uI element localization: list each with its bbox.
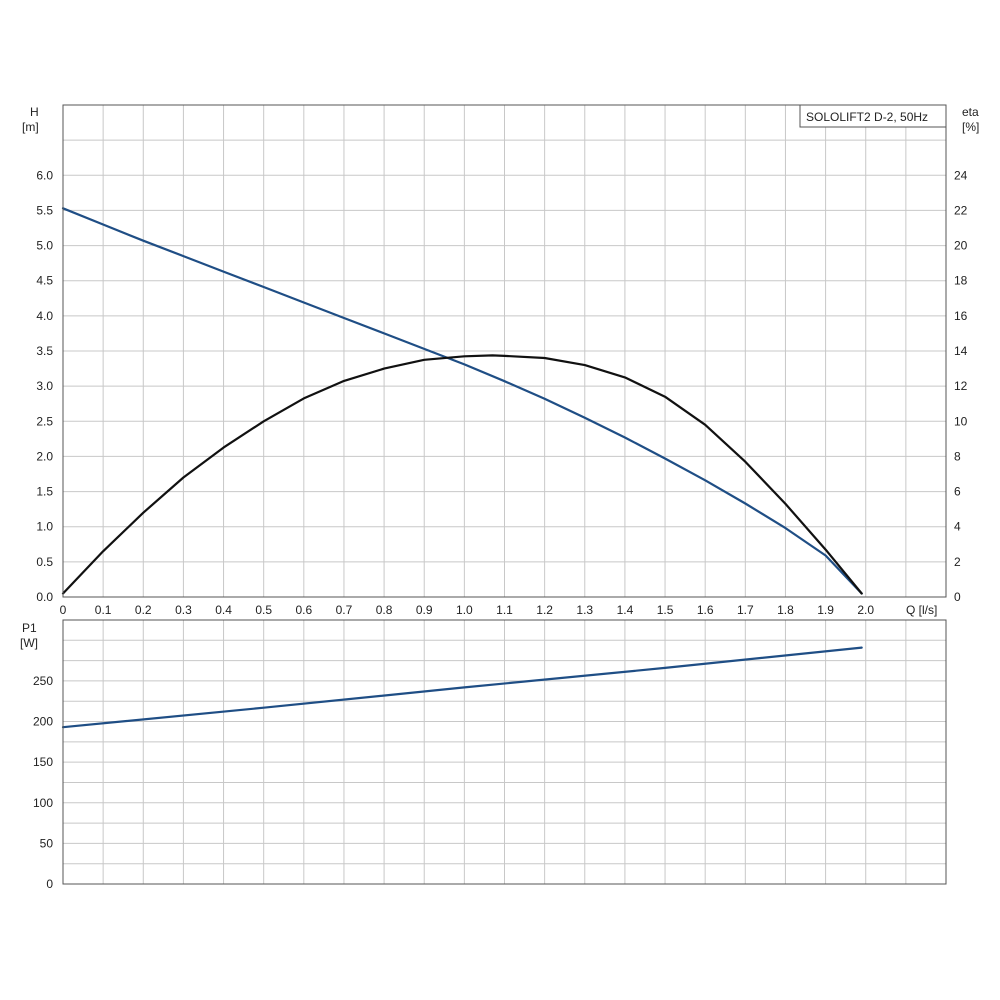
efficiency-curve — [61, 354, 863, 595]
x-tick-label: 1.2 — [536, 603, 553, 617]
y-right-tick-label: 22 — [954, 203, 968, 217]
x-tick-label: 1.6 — [697, 603, 714, 617]
x-tick-label: 0.1 — [95, 603, 112, 617]
x-tick-label: 1.4 — [617, 603, 634, 617]
y-right-tick-label: 6 — [954, 485, 961, 499]
x-axis-label: Q [l/s] — [906, 603, 937, 617]
lower-curves — [61, 646, 863, 729]
lower-plot-frame — [62, 619, 947, 885]
y-right-tick-label: 24 — [954, 168, 968, 182]
x-tick-label: 0.6 — [295, 603, 312, 617]
p1-tick-label: 150 — [33, 755, 53, 769]
y-left-tick-label: 6.0 — [36, 168, 53, 182]
x-tick-label: 0.5 — [255, 603, 272, 617]
p1-axis-label: P1 — [22, 621, 37, 635]
y-right-tick-label: 20 — [954, 239, 968, 253]
x-tick-label: 1.0 — [456, 603, 473, 617]
y-left-tick-label: 2.5 — [36, 414, 53, 428]
y-right-tick-label: 2 — [954, 555, 961, 569]
x-tick-label: 2.0 — [857, 603, 874, 617]
x-tick-label: 0 — [60, 603, 67, 617]
upper-grid — [63, 105, 946, 597]
y-right-tick-label: 16 — [954, 309, 968, 323]
x-tick-label: 1.8 — [777, 603, 794, 617]
y-right-tick-label: 8 — [954, 449, 961, 463]
head-curve — [61, 207, 863, 595]
p1-tick-label: 100 — [33, 796, 53, 810]
y-right-tick-label: 0 — [954, 590, 961, 604]
x-tick-label: 1.9 — [817, 603, 834, 617]
y-right-label: eta — [962, 105, 979, 119]
x-tick-label: 1.5 — [657, 603, 674, 617]
upper-tick-labels: 0 0.1 0.2 0.3 0.4 0.5 0.6 0.7 0.8 0.9 1.0 1.1 1.2 1.3… — [36, 168, 967, 617]
y-left-tick-label: 3.0 — [36, 379, 53, 393]
y-left-tick-label: 2.0 — [36, 449, 53, 463]
y-right-tick-label: 18 — [954, 274, 968, 288]
y-left-tick-label: 1.5 — [36, 485, 53, 499]
y-left-tick-label: 5.0 — [36, 239, 53, 253]
y-right-tick-label: 12 — [954, 379, 968, 393]
x-tick-label: 1.1 — [496, 603, 513, 617]
p1-axis-unit: [W] — [20, 636, 38, 650]
y-left-unit: [m] — [22, 120, 39, 134]
x-tick-label: 0.7 — [336, 603, 353, 617]
x-tick-label: 1.7 — [737, 603, 754, 617]
y-right-tick-label: 4 — [954, 520, 961, 534]
lower-tick-labels: 0 50 100 150 200 250 — [33, 674, 53, 891]
y-right-unit: [%] — [962, 120, 979, 134]
y-right-tick-label: 10 — [954, 414, 968, 428]
x-tick-label: 0.2 — [135, 603, 152, 617]
y-left-tick-label: 0.5 — [36, 555, 53, 569]
y-left-tick-label: 5.5 — [36, 203, 53, 217]
x-tick-label: 0.4 — [215, 603, 232, 617]
p1-tick-label: 0 — [46, 877, 53, 891]
lower-grid — [63, 620, 946, 884]
y-right-tick-label: 14 — [954, 344, 968, 358]
x-tick-label: 0.3 — [175, 603, 192, 617]
power-curve — [61, 646, 863, 729]
p1-tick-label: 50 — [40, 836, 54, 850]
y-left-tick-label: 3.5 — [36, 344, 53, 358]
y-left-tick-label: 4.0 — [36, 309, 53, 323]
y-left-tick-label: 1.0 — [36, 520, 53, 534]
y-left-label: H — [30, 105, 39, 119]
upper-curves — [61, 207, 863, 595]
chart-title: SOLOLIFT2 D-2, 50Hz — [806, 110, 928, 124]
title-box-frame — [799, 104, 947, 128]
x-tick-label: 1.3 — [576, 603, 593, 617]
p1-tick-label: 250 — [33, 674, 53, 688]
title-box: SOLOLIFT2 D-2, 50Hz — [799, 104, 947, 128]
p1-tick-label: 200 — [33, 715, 53, 729]
x-tick-label: 0.9 — [416, 603, 433, 617]
x-tick-label: 0.8 — [376, 603, 393, 617]
y-left-tick-label: 4.5 — [36, 274, 53, 288]
y-left-tick-label: 0.0 — [36, 590, 53, 604]
upper-plot-frame — [62, 104, 947, 598]
